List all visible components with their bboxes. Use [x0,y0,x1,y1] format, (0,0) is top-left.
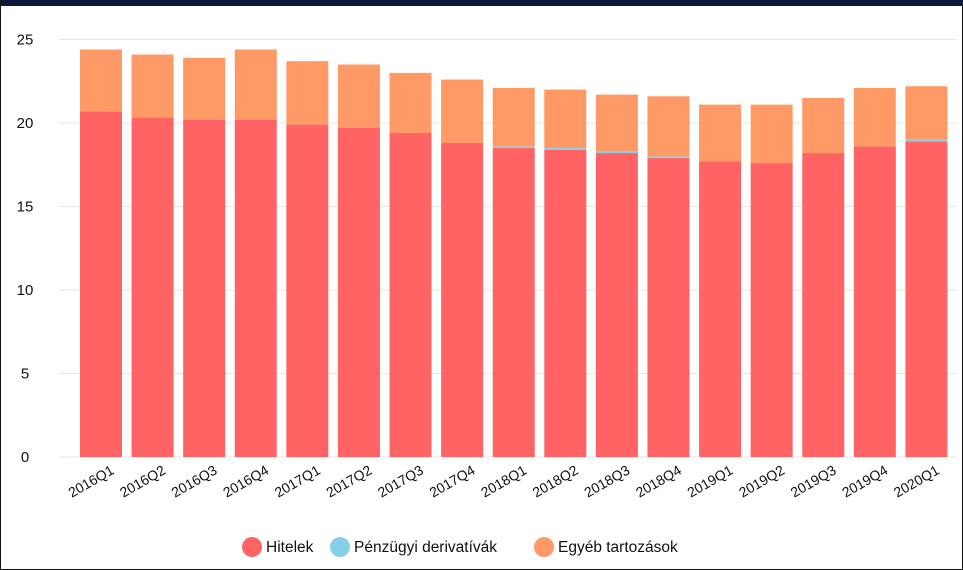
x-tick-label: 2016Q1 [65,462,116,501]
legend-item-p-nz-gyi-derivat-v-k: Pénzügyi derivatívák [330,537,497,557]
bar-segment-hitelek-2017q3 [389,133,432,457]
x-tick-label: 2016Q2 [117,462,168,501]
bar-segment-p-nz-gyi-derivat-v-k-2018q3 [595,151,638,154]
bar-segment-hitelek-2018q4 [647,158,690,457]
bar-segment-p-nz-gyi-derivat-v-k-2018q4 [647,156,690,159]
y-tick-label: 5 [21,366,29,383]
bar-segment-egy-b-tartoz-sok-2018q4 [647,96,690,157]
x-tick-label: 2017Q2 [323,462,374,501]
y-tick-label: 0 [21,449,29,466]
x-tick-label: 2016Q4 [220,462,271,501]
x-tick-label: 2019Q1 [684,462,735,501]
bar-segment-egy-b-tartoz-sok-2019q4 [853,87,896,147]
bar-segment-p-nz-gyi-derivat-v-k-2018q2 [544,148,587,150]
bar-segment-egy-b-tartoz-sok-2018q3 [595,94,638,152]
x-tick-label: 2017Q4 [426,462,477,501]
legend-label: Pénzügyi derivatívák [354,539,497,556]
x-tick-label: 2019Q3 [788,462,839,501]
y-tick-label: 25 [17,32,34,49]
bars-layer [80,49,948,458]
bar-segment-hitelek-2018q3 [595,153,638,457]
legend-item-hitelek: Hitelek [242,537,314,557]
bar-segment-egy-b-tartoz-sok-2016q2 [131,54,174,118]
x-tick-label: 2019Q4 [839,462,890,501]
legend-marker [330,537,350,557]
bar-segment-hitelek-2016q2 [131,117,174,458]
bar-segment-hitelek-2019q2 [750,163,793,457]
y-axis: 0 5 10 15 20 25 [17,32,34,467]
x-tick-label: 2018Q1 [478,462,529,501]
x-tick-label: 2018Q3 [581,462,632,501]
bar-segment-hitelek-2017q1 [286,124,329,458]
y-tick-label: 15 [17,199,34,216]
bar-segment-egy-b-tartoz-sok-2016q4 [234,49,277,120]
bar-segment-hitelek-2017q4 [441,143,484,458]
bar-segment-hitelek-2019q1 [699,161,742,457]
bar-segment-hitelek-2019q3 [802,153,845,457]
bar-segment-hitelek-2016q4 [234,119,277,457]
bar-segment-hitelek-2016q1 [80,111,122,457]
bar-segment-egy-b-tartoz-sok-2016q1 [80,49,122,112]
bar-segment-egy-b-tartoz-sok-2019q1 [699,104,742,162]
bar-segment-hitelek-2016q3 [183,119,226,457]
top-border-band [1,0,963,6]
x-tick-label: 2020Q1 [891,462,942,501]
legend-label: Egyéb tartozások [558,539,678,556]
bar-segment-hitelek-2020q1 [905,141,948,457]
bar-segment-egy-b-tartoz-sok-2019q3 [802,97,845,154]
y-tick-label: 20 [17,115,34,132]
bar-segment-egy-b-tartoz-sok-2018q1 [492,87,535,147]
legend-label: Hitelek [266,539,314,556]
x-tick-label: 2018Q4 [633,462,684,501]
bar-segment-egy-b-tartoz-sok-2020q1 [905,86,948,140]
legend-marker [242,537,262,557]
legend-item-egy-b-tartoz-sok: Egyéb tartozások [534,537,678,557]
bar-segment-p-nz-gyi-derivat-v-k-2018q1 [492,146,535,149]
bar-segment-hitelek-2018q1 [492,148,535,458]
bar-segment-egy-b-tartoz-sok-2017q1 [286,61,329,125]
x-axis: 2016Q1 2016Q2 2016Q3 2016Q4 2017Q1 2017Q2 2017… [65,462,942,501]
x-tick-label: 2018Q2 [530,462,581,501]
bar-segment-egy-b-tartoz-sok-2017q3 [389,72,432,134]
bar-segment-egy-b-tartoz-sok-2017q4 [441,79,484,144]
bar-segment-egy-b-tartoz-sok-2018q2 [544,89,587,149]
x-tick-label: 2017Q1 [272,462,323,501]
legend: Hitelek Pénzügyi derivatívák Egyéb tartozá… [242,537,678,557]
x-tick-label: 2017Q3 [375,462,426,501]
bar-segment-hitelek-2019q4 [853,146,896,457]
bar-segment-hitelek-2017q2 [337,128,380,457]
bar-segment-hitelek-2018q2 [544,149,587,457]
x-tick-label: 2019Q2 [736,462,787,501]
y-tick-label: 10 [17,282,34,299]
bar-segment-p-nz-gyi-derivat-v-k-2020q1 [905,139,948,142]
bar-segment-egy-b-tartoz-sok-2017q2 [337,64,380,129]
bar-segment-egy-b-tartoz-sok-2016q3 [183,57,226,120]
bar-segment-egy-b-tartoz-sok-2019q2 [750,104,793,164]
x-tick-label: 2016Q3 [169,462,220,501]
legend-marker [534,537,554,557]
